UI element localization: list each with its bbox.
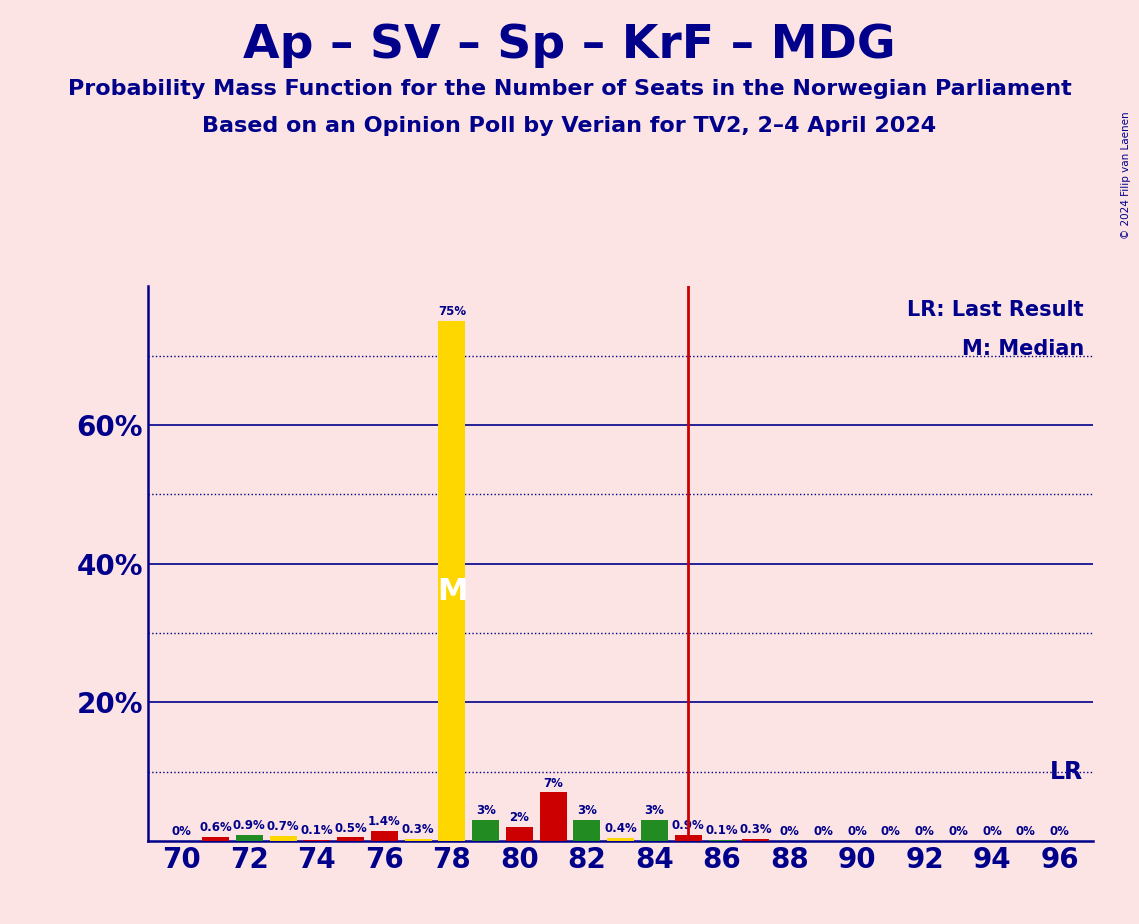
Text: 0.1%: 0.1% [706,824,738,837]
Bar [202,837,229,841]
Text: 0%: 0% [982,825,1002,838]
Text: 0%: 0% [915,825,935,838]
Text: 0%: 0% [949,825,968,838]
Text: 0%: 0% [813,825,834,838]
Text: 0.3%: 0.3% [402,823,434,836]
Bar [371,832,398,841]
Bar [674,834,702,841]
Text: 0.3%: 0.3% [739,823,772,836]
Text: 0%: 0% [779,825,800,838]
Bar [337,837,364,841]
Text: 0%: 0% [172,825,191,838]
Bar [404,839,432,841]
Text: © 2024 Filip van Laenen: © 2024 Filip van Laenen [1121,111,1131,238]
Text: 75%: 75% [437,305,466,318]
Text: 0.9%: 0.9% [672,819,705,832]
Bar [607,838,634,841]
Bar [743,839,769,841]
Text: 0%: 0% [847,825,867,838]
Text: Ap – SV – Sp – KrF – MDG: Ap – SV – Sp – KrF – MDG [244,23,895,68]
Bar [574,821,600,841]
Text: 0.1%: 0.1% [301,824,334,837]
Text: LR: Last Result: LR: Last Result [908,300,1084,321]
Text: 0%: 0% [880,825,901,838]
Text: 0%: 0% [1016,825,1035,838]
Text: 1.4%: 1.4% [368,815,401,828]
Text: M: M [436,577,467,606]
Bar [270,836,296,841]
Text: 3%: 3% [476,804,495,818]
Text: 3%: 3% [577,804,597,818]
Bar [473,821,499,841]
Text: 7%: 7% [543,776,563,789]
Text: Probability Mass Function for the Number of Seats in the Norwegian Parliament: Probability Mass Function for the Number… [67,79,1072,99]
Bar [236,834,263,841]
Text: 3%: 3% [645,804,664,818]
Text: 0.6%: 0.6% [199,821,232,833]
Text: 0.9%: 0.9% [233,819,265,832]
Bar [540,793,567,841]
Bar [506,827,533,841]
Text: Based on an Opinion Poll by Verian for TV2, 2–4 April 2024: Based on an Opinion Poll by Verian for T… [203,116,936,136]
Bar [439,322,466,841]
Bar [641,821,669,841]
Text: 2%: 2% [509,811,530,824]
Text: 0%: 0% [1050,825,1070,838]
Text: M: Median: M: Median [961,339,1084,359]
Text: 0.4%: 0.4% [605,822,637,835]
Text: LR: LR [1050,760,1083,784]
Text: 0.5%: 0.5% [334,821,367,834]
Text: 0.7%: 0.7% [267,821,300,833]
